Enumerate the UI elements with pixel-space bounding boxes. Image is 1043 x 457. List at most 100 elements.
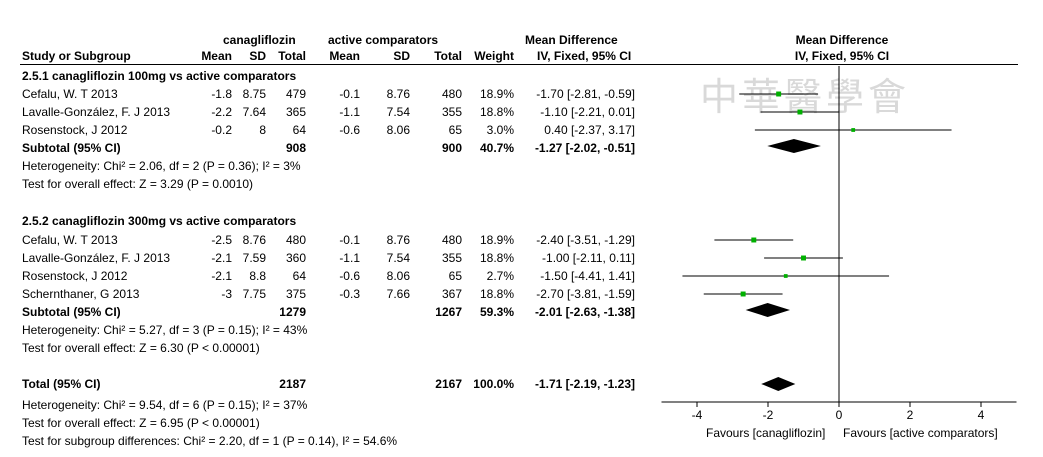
study-name: Cefalu, W. T 2013 [22,87,118,101]
cell-ci: 0.40 [-2.37, 3.17] [544,123,635,137]
cell-mean1: -2.1 [211,269,232,283]
sd1-header: SD [249,49,266,63]
cell-ci: -2.70 [-3.81, -1.59] [536,287,635,301]
cell-n1: 360 [285,251,306,265]
cell-ci: -1.10 [-2.21, 0.01] [540,105,635,119]
cell-weight: 100.0% [473,377,514,391]
cell-n1: 908 [285,141,306,155]
md-title: Mean Difference [525,33,618,47]
plot-subtitle: IV, Fixed, 95% CI [794,49,890,63]
x-tick-label: 4 [978,408,985,422]
favours-left-label: Favours [canagliflozin] [706,426,826,440]
cell-weight: 2.7% [486,269,514,283]
cell-n1: 480 [285,233,306,247]
cell-n2: 355 [441,105,462,119]
study-name: Rosenstock, J 2012 [22,123,128,137]
total1-header: Total [278,49,306,63]
cell-sd2: 8.76 [386,87,410,101]
heterogeneity-text: Heterogeneity: Chi² = 9.54, df = 6 (P = … [22,398,308,412]
study-name: Schernthaner, G 2013 [22,287,140,301]
cell-mean2: -0.6 [339,123,360,137]
cell-weight: 18.9% [479,87,514,101]
total2-header: Total [434,49,462,63]
cell-ci: -1.70 [-2.81, -0.59] [536,87,635,101]
cell-sd1: 7.75 [242,287,266,301]
group2-header: active comparators [328,33,439,47]
cell-n1: 2187 [279,377,306,391]
total-label: Total (95% CI) [22,377,101,391]
cell-sd2: 8.06 [386,269,410,283]
subtotal-diamond [767,139,821,153]
cell-ci: -1.50 [-4.41, 1.41] [540,269,635,283]
heterogeneity-text: Heterogeneity: Chi² = 5.27, df = 3 (P = … [22,323,308,337]
study-header: Study or Subgroup [22,49,131,63]
cell-sd2: 7.54 [386,251,410,265]
study-marker [776,91,782,97]
cell-mean1: -2.5 [211,233,232,247]
cell-mean1: -2.2 [211,105,232,119]
cell-sd2: 8.06 [386,123,410,137]
md-subtitle: IV, Fixed, 95% CI [537,49,632,63]
subtotal-label: Subtotal (95% CI) [22,305,121,319]
cell-sd1: 8.8 [249,269,266,283]
subtotal-label: Subtotal (95% CI) [22,141,121,155]
cell-mean1: -0.2 [211,123,232,137]
cell-n2: 65 [448,269,462,283]
cell-n2: 355 [441,251,462,265]
cell-sd2: 8.76 [386,233,410,247]
x-tick-label: 2 [907,408,914,422]
cell-sd1: 8.75 [242,87,266,101]
cell-sd1: 8 [259,123,266,137]
subgroup-title: 2.5.2 canagliflozin 300mg vs active comp… [22,214,297,228]
cell-mean1: -2.1 [211,251,232,265]
cell-mean2: -0.1 [339,233,360,247]
overall-effect-text: Test for overall effect: Z = 6.30 (P < 0… [22,341,260,355]
cell-n1: 365 [285,105,306,119]
overall-effect-text: Test for overall effect: Z = 3.29 (P = 0… [22,177,254,191]
cell-weight: 3.0% [486,123,514,137]
cell-n1: 479 [285,87,306,101]
cell-weight: 18.9% [479,233,514,247]
cell-weight: 40.7% [479,141,514,155]
mean2-header: Mean [329,49,360,63]
cell-n1: 64 [292,269,306,283]
study-marker [851,128,856,132]
overall-effect-text: Test for overall effect: Z = 6.95 (P < 0… [22,416,260,430]
cell-n1: 375 [285,287,306,301]
study-marker [783,274,788,278]
cell-mean1: -1.8 [211,87,232,101]
cell-n1: 64 [292,123,306,137]
cell-n2: 1267 [435,305,462,319]
study-name: Cefalu, W. T 2013 [22,233,118,247]
heterogeneity-text: Heterogeneity: Chi² = 2.06, df = 2 (P = … [22,159,301,173]
cell-ci: -1.00 [-2.11, 0.11] [542,251,635,265]
cell-n2: 367 [441,287,462,301]
cell-sd1: 7.64 [242,105,266,119]
study-marker [751,237,757,243]
cell-mean2: -1.1 [339,105,360,119]
cell-n2: 900 [441,141,462,155]
cell-sd1: 7.59 [242,251,266,265]
study-name: Rosenstock, J 2012 [22,269,128,283]
subgroup-title: 2.5.1 canagliflozin 100mg vs active comp… [22,69,297,83]
x-tick-label: 0 [836,408,843,422]
cell-sd2: 7.66 [386,287,410,301]
study-marker [740,291,746,297]
header-rule [20,64,1018,65]
cell-weight: 59.3% [479,305,514,319]
weight-header: Weight [474,49,514,63]
subgroup-differences-text: Test for subgroup differences: Chi² = 2.… [22,434,398,448]
cell-ci: -1.71 [-2.19, -1.23] [534,377,635,391]
group1-header: canagliflozin [223,33,296,47]
cell-n2: 65 [448,123,462,137]
mean1-header: Mean [201,49,232,63]
cell-ci: -2.01 [-2.63, -1.38] [534,305,635,319]
plot-title: Mean Difference [795,33,889,47]
sd2-header: SD [393,49,410,63]
cell-mean2: -1.1 [339,251,360,265]
study-marker [801,255,806,261]
cell-n2: 480 [441,87,462,101]
cell-ci: -2.40 [-3.51, -1.29] [536,233,635,247]
